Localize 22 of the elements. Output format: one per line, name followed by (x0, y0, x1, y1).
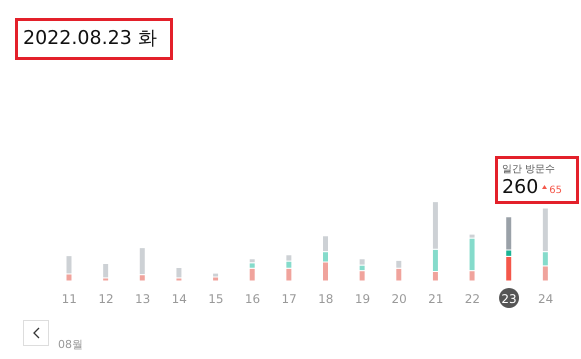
x-tick-label: 19 (354, 292, 370, 306)
text: 일간 방문수 (502, 163, 556, 176)
x-tick-label: 17 (282, 292, 297, 306)
x-tick-label: 16 (244, 292, 260, 306)
text: 260 (502, 176, 538, 198)
x-tick-label: 14 (172, 292, 187, 306)
text: 08월 (58, 337, 83, 352)
x-tick-label: 24 (538, 292, 554, 306)
x-tick-label: 12 (98, 292, 114, 306)
text: 65 (549, 185, 562, 196)
x-tick-label: 15 (208, 292, 224, 306)
x-tick-label: 20 (391, 292, 407, 306)
x-tick-label: 23 (501, 292, 517, 306)
x-tick-label: 18 (318, 292, 334, 306)
x-tick-label: 22 (464, 292, 480, 306)
x-tick-label: 13 (134, 292, 150, 306)
bar (212, 272, 220, 278)
bar (175, 267, 182, 278)
bar (102, 263, 110, 278)
x-tick-label: 21 (428, 292, 444, 306)
chart-title: 2022.08.23 화 (15, 18, 173, 60)
x-tick-label: 11 (62, 292, 77, 306)
